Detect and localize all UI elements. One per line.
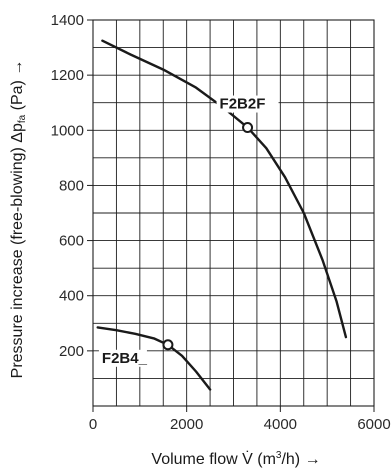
operating-point-marker xyxy=(242,122,254,134)
y-tick-label: 200 xyxy=(59,343,84,360)
operating-point-marker xyxy=(162,339,174,351)
series-label-background xyxy=(98,349,147,367)
axes xyxy=(87,19,375,412)
data-series: F2B2F F2B4_ xyxy=(96,39,348,391)
tick-labels: 0 2000 4000 6000 200 400 600 800 1000 1200 1400 xyxy=(51,12,391,433)
series-line xyxy=(101,39,348,339)
y-axis-label: Pressure increase (free-blowing) Δpfa (P… xyxy=(9,60,28,379)
x-tick-label: 0 xyxy=(89,416,97,433)
y-tick-label: 1000 xyxy=(51,122,84,139)
series-label: F2B4_ xyxy=(102,350,148,367)
grid-lines xyxy=(93,20,374,406)
y-tick-label: 600 xyxy=(59,233,84,250)
series-label: F2B2F xyxy=(220,96,266,113)
y-tick-label: 1200 xyxy=(51,67,84,84)
y-tick-label: 1400 xyxy=(51,12,84,29)
x-tick-label: 2000 xyxy=(170,416,203,433)
plot-frame xyxy=(92,19,375,407)
y-tick-label: 400 xyxy=(59,288,84,305)
y-tick-label: 800 xyxy=(59,177,84,194)
x-tick-label: 4000 xyxy=(264,416,297,433)
x-tick-label: 6000 xyxy=(357,416,390,433)
series-label-background xyxy=(216,95,279,113)
series-line xyxy=(96,326,212,391)
x-axis-label: Volume flow V̇ (m3/h) → xyxy=(151,450,320,468)
